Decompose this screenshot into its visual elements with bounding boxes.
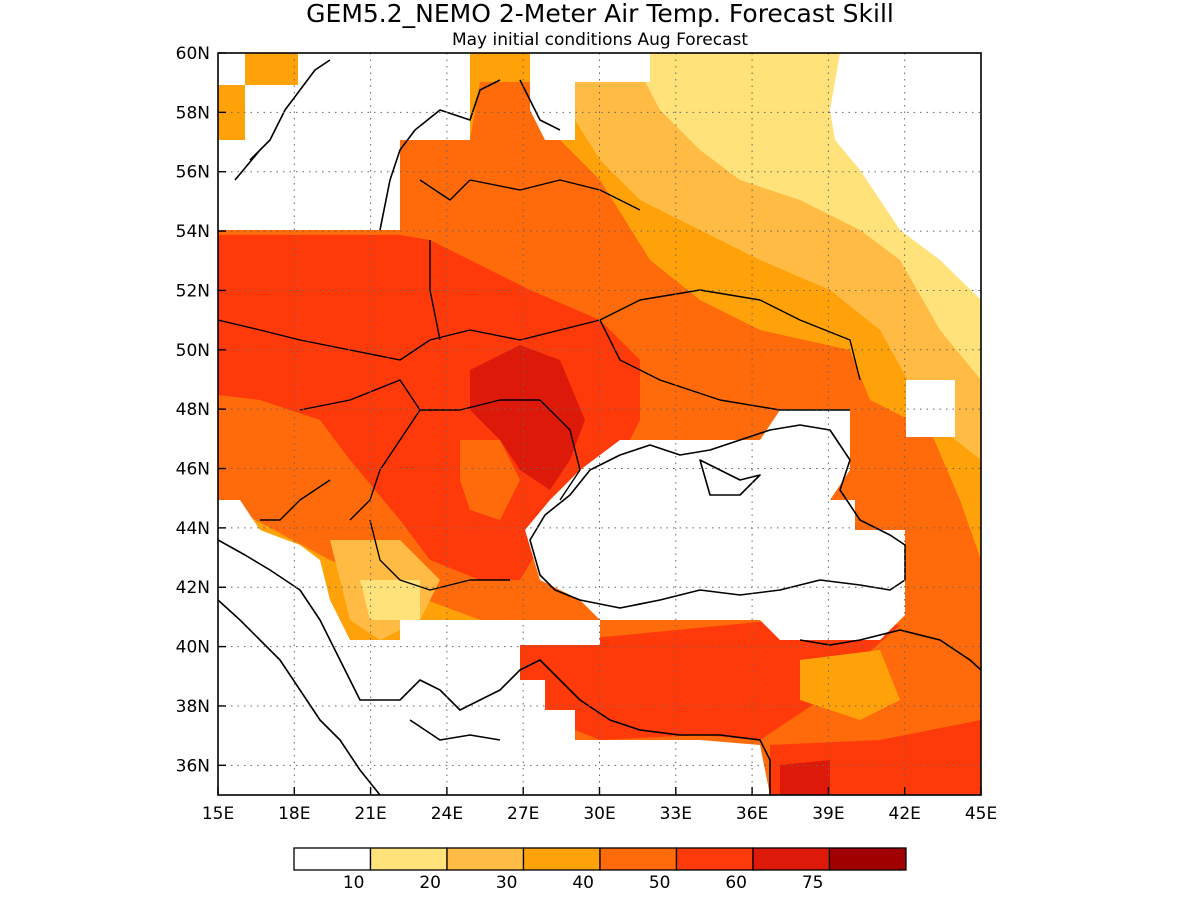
lon-tick-label: 42E [889, 804, 921, 824]
lon-tick-label: 21E [354, 804, 386, 824]
lat-tick-label: 60N [176, 44, 210, 64]
lat-tick-label: 50N [176, 341, 210, 361]
lat-tick-label: 42N [176, 578, 210, 598]
lat-tick-label: 58N [176, 103, 210, 123]
colorbar-swatch [446, 847, 525, 871]
colorbar-swatch [293, 847, 372, 871]
lat-tick-label: 48N [176, 400, 210, 420]
colorbar-swatch [522, 847, 601, 871]
colorbar-swatch [675, 847, 754, 871]
lat-tick-label: 40N [176, 638, 210, 658]
colorbar-label: 50 [649, 873, 671, 893]
colorbar-swatch [369, 847, 448, 871]
lon-tick-label: 15E [202, 804, 234, 824]
map-subtitle: May initial conditions Aug Forecast [452, 30, 748, 50]
graticule [218, 53, 981, 795]
country-borders [218, 179, 861, 591]
colorbar-label: 30 [496, 873, 518, 893]
colorbar-swatch [752, 847, 831, 871]
lat-tick-label: 52N [176, 281, 210, 301]
lat-tick-label: 56N [176, 163, 210, 183]
lon-tick-label: 30E [583, 804, 615, 824]
latitude-tick-labels: 60N 58N 56N 54N 52N 50N 48N 46N 44N 42N 40N 38N 36N [176, 44, 226, 776]
colorbar-label: 75 [802, 873, 824, 893]
colorbar-swatch [599, 847, 678, 871]
colorbar-label: 40 [572, 873, 594, 893]
lat-tick-label: 36N [176, 756, 210, 776]
colorbar-label: 20 [419, 873, 441, 893]
colorbar-label: 60 [725, 873, 747, 893]
lon-tick-label: 36E [736, 804, 768, 824]
lat-tick-label: 38N [176, 697, 210, 717]
lon-tick-label: 39E [812, 804, 844, 824]
lon-tick-label: 45E [965, 804, 997, 824]
lon-tick-label: 24E [431, 804, 463, 824]
longitude-tick-labels: 15E 18E 21E 24E 27E 30E 33E 36E 39E 42E 45E [202, 787, 997, 824]
colorbar-label: 10 [343, 873, 365, 893]
map-title: GEM5.2_NEMO 2-Meter Air Temp. Forecast S… [306, 0, 894, 28]
lon-tick-label: 33E [660, 804, 692, 824]
lon-tick-label: 18E [278, 804, 310, 824]
colorbar-swatch [828, 847, 907, 871]
colorbar: 10 20 30 40 50 60 75 [293, 847, 907, 893]
lon-tick-label: 27E [507, 804, 539, 824]
lat-tick-label: 46N [176, 460, 210, 480]
lat-tick-label: 44N [176, 519, 210, 539]
lat-tick-label: 54N [176, 222, 210, 242]
